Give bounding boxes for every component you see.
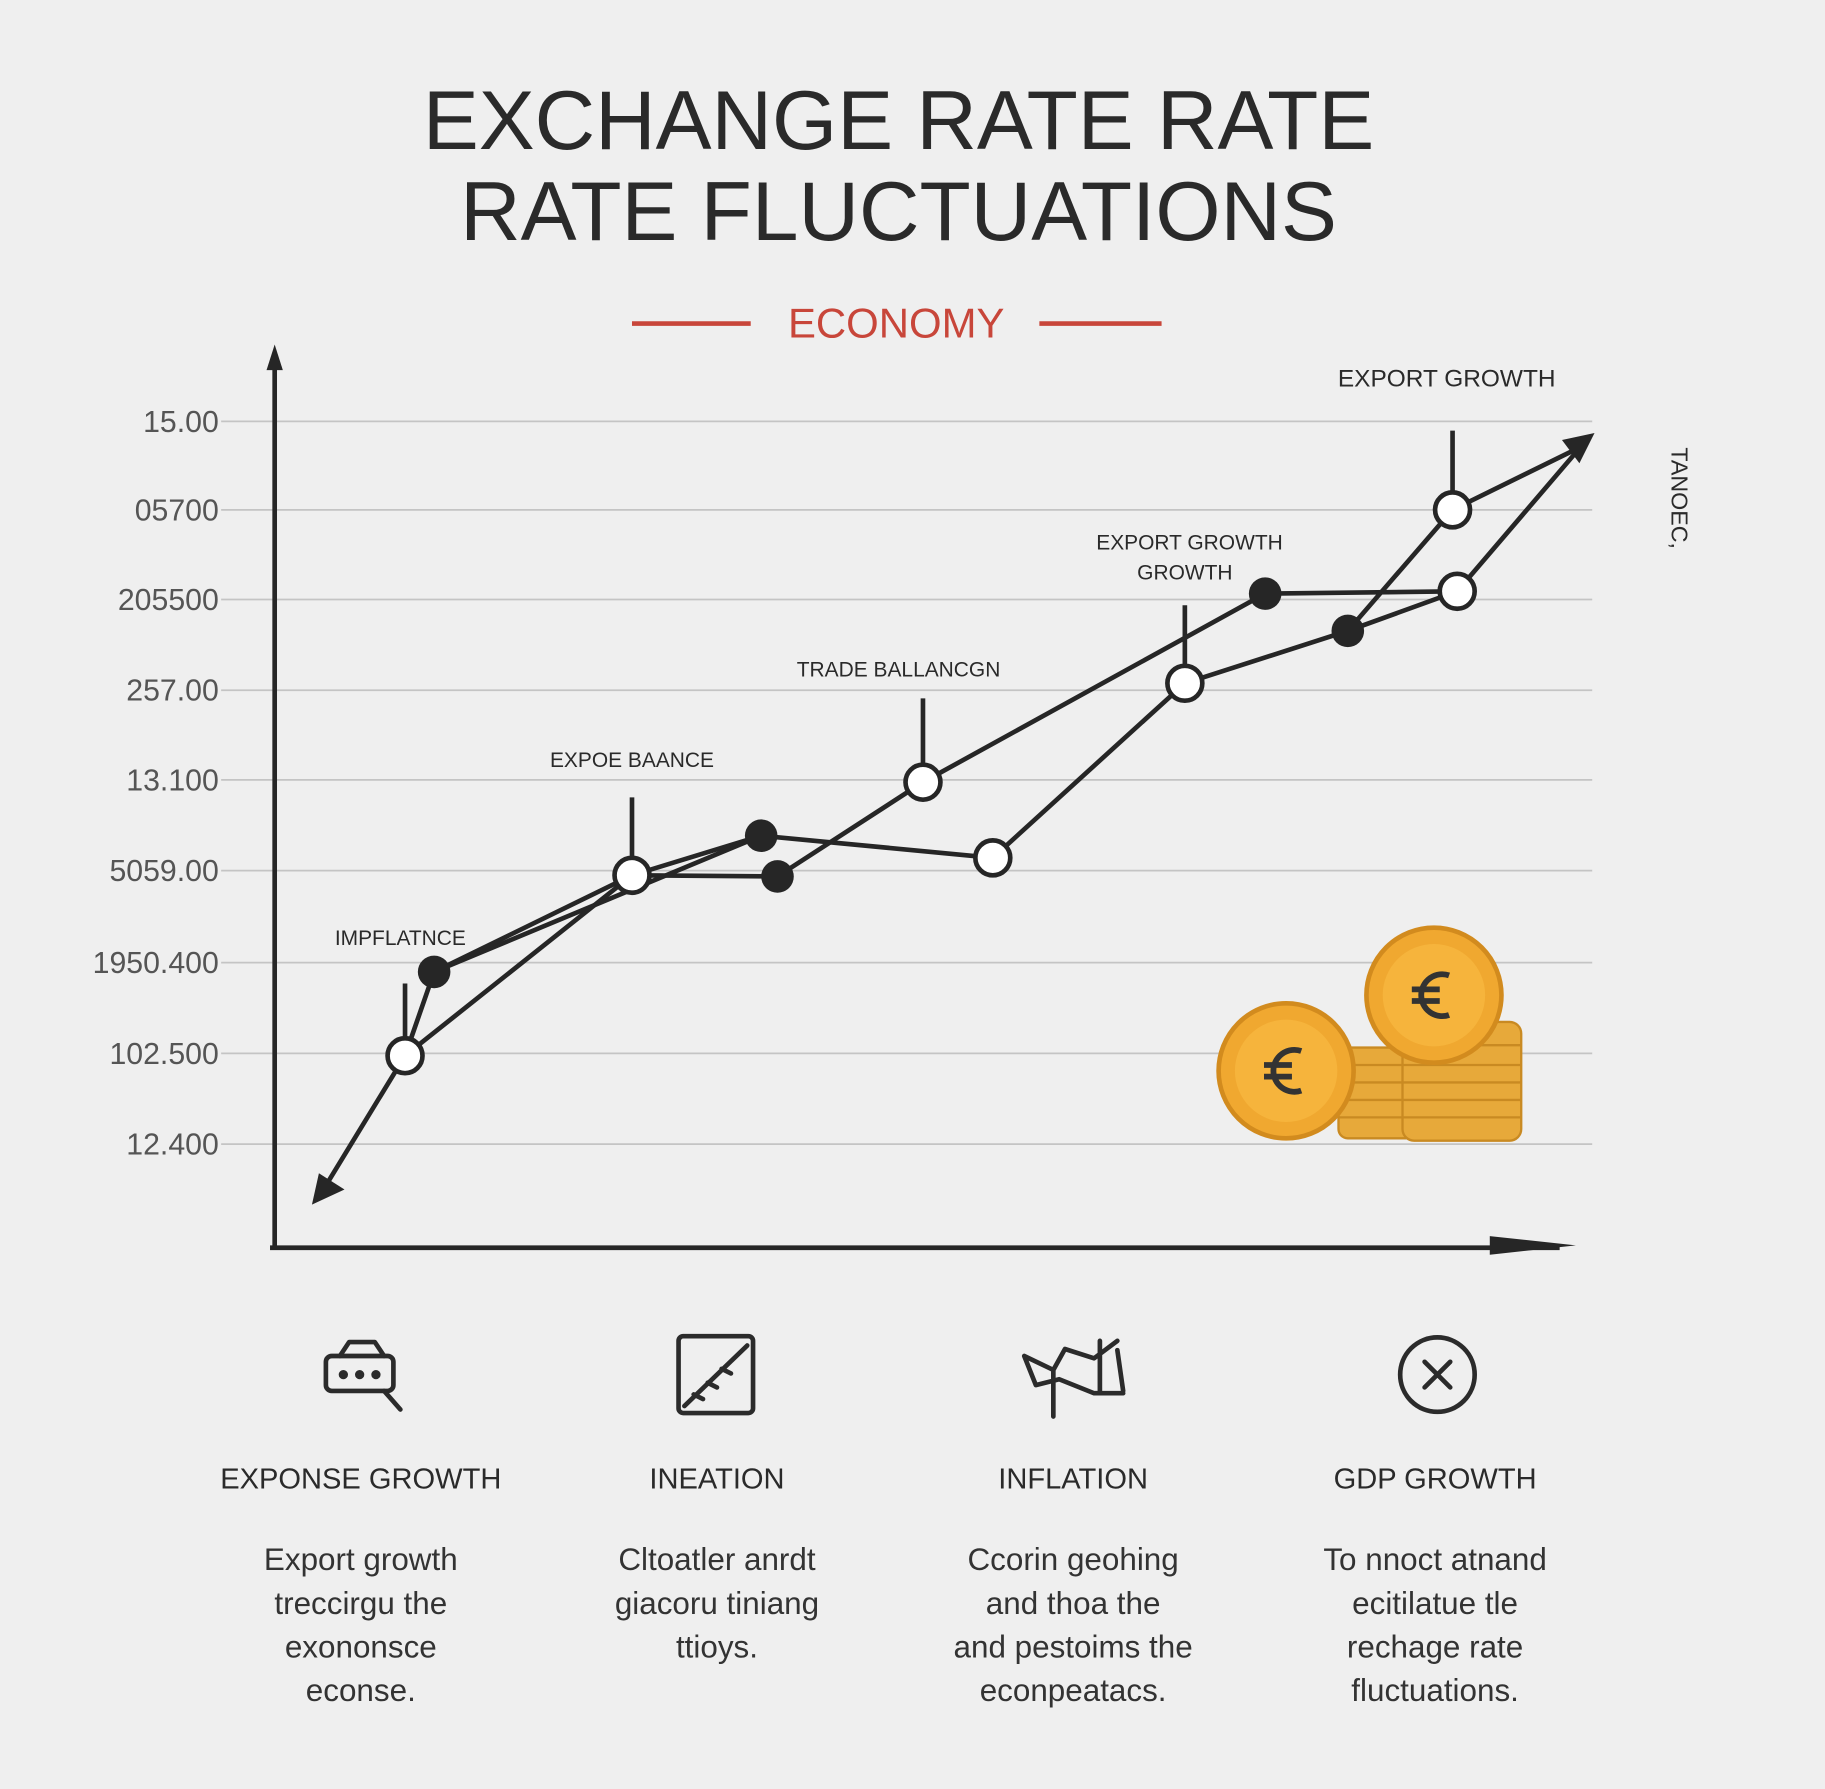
card-text: treccirgu the [274, 1586, 447, 1621]
line-arrow [311, 1173, 345, 1205]
coins [1216, 925, 1523, 1142]
point [1331, 614, 1365, 648]
y-axis-label: 5059.00 [109, 855, 218, 888]
card-text: ttioys. [676, 1629, 758, 1664]
card-text: and pestoims the [954, 1629, 1193, 1664]
card-heading: GDP GROWTH [1334, 1464, 1537, 1496]
annotation: EXPORT GROWTH [1338, 365, 1556, 392]
icons [323, 1333, 1477, 1419]
cards: EXPONSE GROWTH Export growth treccirgu the… [220, 1464, 1547, 1708]
y-axis-label: 1950.400 [93, 947, 219, 980]
point [744, 819, 778, 853]
card-text: fluctuations. [1351, 1673, 1519, 1708]
annotations: IMPFLATNCE EXPOE BAANCE TRADE BALLANCGN … [335, 365, 1556, 950]
euro-sign [1263, 1046, 1303, 1095]
card-text: giacoru tiniang [615, 1586, 819, 1621]
axis-arrow [1489, 1236, 1576, 1255]
annotation: IMPFLATNCE [335, 927, 466, 950]
y-axis-label: 05700 [135, 494, 219, 527]
point [973, 838, 1013, 878]
title-line: EXCHANGE RATE RATE [423, 73, 1374, 167]
line-arrow [1561, 433, 1595, 464]
card-text: exononsce [285, 1629, 437, 1664]
subtitle: ECONOMY [788, 300, 1005, 347]
annotation: TRADE BALLANCGN [797, 658, 1001, 681]
card-text: Cltoatler anrdt [618, 1542, 816, 1577]
y-axis-label: 102.500 [109, 1038, 218, 1071]
point [385, 1035, 425, 1076]
y-axis-label: 15.00 [143, 406, 219, 439]
icon [323, 1339, 403, 1412]
point [761, 860, 794, 893]
annotation: EXPORT GROWTH [1096, 531, 1283, 554]
y-axis-label: 13.100 [126, 764, 219, 797]
point [1165, 663, 1205, 704]
coin-face [1382, 943, 1486, 1047]
card-text: ecitilatue tle [1352, 1586, 1518, 1621]
point [903, 762, 943, 802]
coin-face [1234, 1019, 1338, 1123]
card-text: Ccorin geohing [967, 1542, 1178, 1577]
y-axis-label: 205500 [118, 584, 219, 617]
euro-sign [1411, 971, 1451, 1020]
card-text: rechage rate [1347, 1629, 1523, 1664]
card-text: Export growth [264, 1542, 458, 1577]
point [417, 955, 451, 989]
card-text: and thoa the [986, 1586, 1161, 1621]
axis-arrow [266, 344, 283, 371]
y-axis-label: 12.400 [126, 1129, 219, 1162]
card-heading: INEATION [649, 1464, 784, 1496]
card-text: econpeatacs. [980, 1673, 1167, 1708]
icon [1397, 1335, 1477, 1415]
lines [311, 430, 1595, 1205]
grid: 15.00 05700 205500 257.00 13.100 5059.00 1950.… [93, 406, 1593, 1162]
card-text: econse. [306, 1673, 416, 1708]
annotation: GROWTH [1137, 562, 1232, 585]
side-label: TANOEC, [1666, 447, 1692, 549]
card-heading: INFLATION [998, 1464, 1148, 1496]
trend-line [403, 588, 1458, 1058]
icon [676, 1333, 756, 1416]
point [612, 855, 652, 896]
point [1248, 577, 1282, 610]
card-text: To nnoct atnand [1323, 1542, 1547, 1577]
card-heading: EXPONSE GROWTH [220, 1464, 501, 1496]
icon [1021, 1338, 1126, 1419]
point [1432, 490, 1473, 530]
point [1437, 571, 1477, 612]
y-axis-label: 257.00 [126, 675, 219, 708]
title-line: RATE FLUCTUATIONS [460, 164, 1337, 258]
annotation: EXPOE BAANCE [550, 749, 714, 772]
